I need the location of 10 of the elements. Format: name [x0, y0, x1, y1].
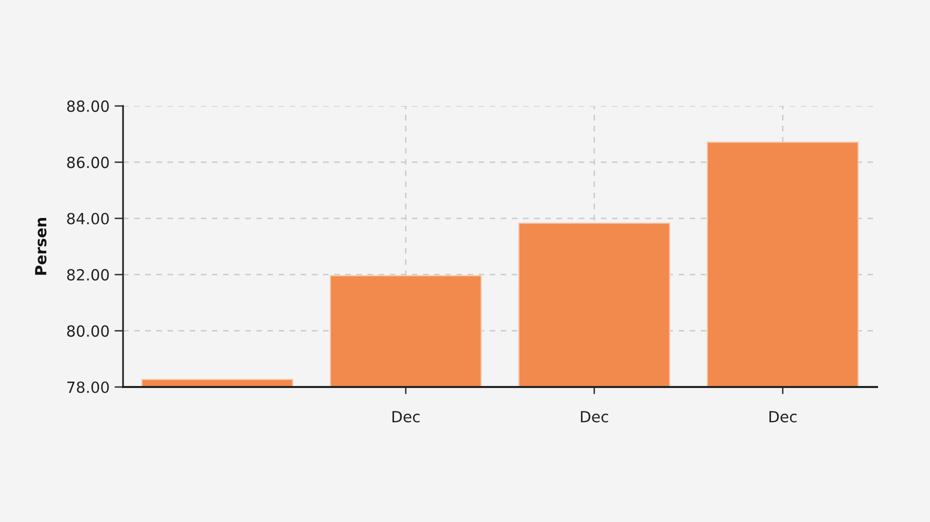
y-tick-label: 80.00 — [67, 325, 109, 337]
y-tick-label: 78.00 — [67, 381, 109, 394]
y-axis-title: Persen — [35, 218, 46, 275]
x-tick-label: Dec — [392, 411, 420, 422]
y-tick-label: 88.00 — [67, 100, 109, 112]
y-tick-label: 84.00 — [67, 212, 109, 224]
y-tick-label: 82.00 — [67, 269, 109, 281]
x-tick-label: Dec — [580, 411, 608, 422]
x-tick-label: Dec — [769, 411, 797, 422]
y-tick-label: 86.00 — [67, 156, 109, 168]
